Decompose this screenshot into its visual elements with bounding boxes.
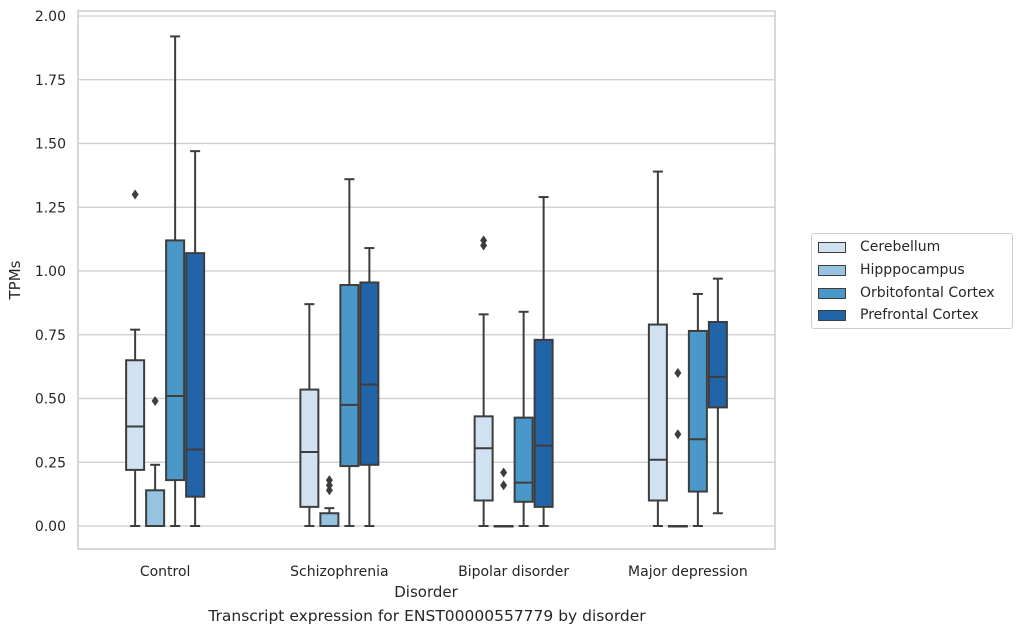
box-iqr: [339, 284, 360, 468]
box-orbitofontal-cortex: [687, 292, 708, 527]
legend-swatch: [818, 287, 846, 299]
outlier-point: [500, 467, 508, 478]
box-iqr: [687, 329, 708, 493]
box-hipppocampus: [145, 396, 166, 527]
y-tick-label: 0.50: [35, 392, 66, 408]
box-orbitofontal-cortex: [339, 178, 360, 527]
legend-label: Hipppocampus: [860, 262, 965, 278]
legend-item-orbitofrontal-cortex: Orbitofontal Cortex: [818, 284, 995, 302]
box-layer: [125, 35, 728, 528]
box-cerebellum: [299, 303, 320, 527]
box-iqr: [513, 416, 534, 503]
box-iqr: [299, 388, 320, 508]
outlier-point: [151, 396, 159, 407]
outlier-point: [325, 480, 333, 491]
box-orbitofontal-cortex: [513, 310, 534, 527]
legend-swatch: [818, 241, 846, 253]
box-prefrontal-cortex: [185, 150, 206, 527]
y-tick-labels: 0.00 0.25 0.50 0.75 1.00 1.25 1.50 1.75 2.00: [35, 9, 66, 535]
legend-swatch: [818, 309, 846, 321]
y-tick-label: 1.75: [35, 73, 66, 89]
legend-label: Orbitofontal Cortex: [860, 285, 995, 301]
plot-area-frame: [77, 10, 776, 550]
box-hipppocampus: [667, 368, 688, 528]
y-tick-label: 0.75: [35, 328, 66, 344]
legend-swatch: [818, 264, 846, 276]
box-iqr: [359, 281, 380, 466]
x-axis-label: Disorder: [394, 583, 458, 601]
chart-title: Transcript expression for ENST0000055777…: [208, 607, 646, 625]
x-tick-label: Schizophrenia: [290, 564, 388, 580]
box-iqr: [165, 239, 186, 482]
box-cerebellum: [125, 189, 146, 527]
outlier-point: [131, 189, 139, 200]
outlier-point: [674, 429, 682, 440]
box-hipppocampus: [493, 467, 514, 528]
legend-label: Prefrontal Cortex: [860, 307, 979, 323]
outlier-point: [480, 235, 488, 246]
box-cerebellum: [473, 235, 494, 527]
box-iqr: [473, 415, 494, 502]
legend: Cerebellum Hipppocampus Orbitofontal Cor…: [811, 233, 1013, 329]
box-iqr: [533, 338, 554, 508]
y-tick-label: 0.00: [35, 519, 66, 535]
legend-item-hippocampus: Hipppocampus: [818, 261, 965, 279]
legend-item-cerebellum: Cerebellum: [818, 238, 940, 256]
y-tick-label: 2.00: [35, 9, 66, 25]
box-hipppocampus: [319, 475, 340, 527]
outlier-point: [325, 475, 333, 486]
box-iqr: [145, 489, 166, 527]
box-iqr: [185, 252, 206, 498]
x-tick-label: Major depression: [628, 564, 748, 580]
box-prefrontal-cortex: [533, 196, 554, 527]
box-orbitofontal-cortex: [165, 35, 186, 527]
y-tick-label: 1.50: [35, 137, 66, 153]
box-iqr: [647, 323, 668, 502]
box-prefrontal-cortex: [707, 277, 728, 515]
box-prefrontal-cortex: [359, 247, 380, 527]
outlier-point: [674, 368, 682, 378]
legend-label: Cerebellum: [860, 239, 941, 255]
legend-item-prefrontal-cortex: Prefrontal Cortex: [818, 306, 979, 324]
y-tick-label: 1.00: [35, 264, 66, 280]
box-cerebellum: [647, 170, 668, 527]
x-tick-label: Bipolar disorder: [458, 564, 569, 580]
box-iqr: [707, 321, 728, 409]
outlier-point: [480, 240, 488, 251]
y-axis-label: TPMs: [6, 260, 24, 300]
outlier-point: [325, 485, 333, 496]
y-tick-label: 0.25: [35, 455, 66, 471]
outlier-point: [500, 480, 508, 491]
box-iqr: [319, 512, 340, 527]
x-tick-label: Control: [140, 564, 191, 580]
y-tick-label: 1.25: [35, 200, 66, 216]
box-iqr: [125, 359, 146, 471]
x-tick-labels: Control Schizophrenia Bipolar disorder Majo…: [140, 564, 748, 580]
